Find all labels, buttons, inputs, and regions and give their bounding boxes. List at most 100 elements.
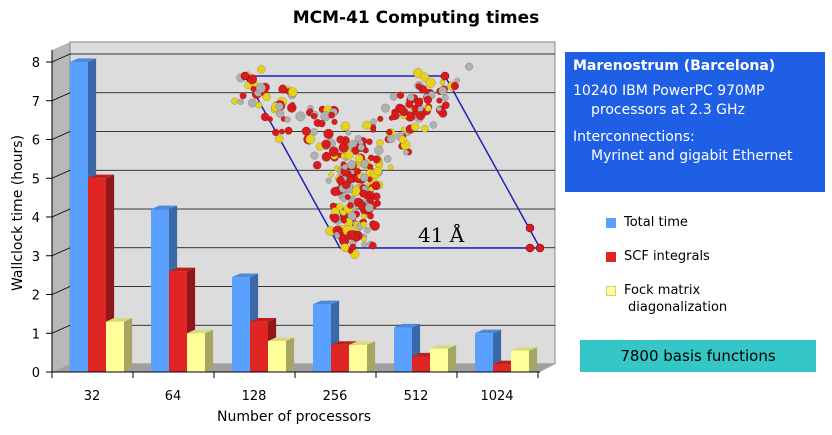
y-tick-label: 3 [32, 250, 40, 265]
atom [368, 241, 377, 250]
bars [70, 58, 538, 373]
atom [407, 93, 415, 102]
atom [346, 229, 357, 240]
atom [323, 128, 334, 140]
atom [340, 243, 350, 253]
processor-speed: processors at 2.3 GHz [591, 102, 745, 118]
atom [398, 104, 407, 113]
bar-side [286, 337, 295, 372]
bar-side [448, 345, 457, 372]
atom [441, 101, 450, 110]
atom [377, 115, 384, 122]
atom [272, 128, 280, 137]
bar-side [205, 329, 214, 372]
bar-front [475, 333, 493, 372]
atom [441, 94, 449, 102]
atom [436, 97, 443, 104]
grid-line-side [51, 286, 71, 295]
bar-side [367, 341, 376, 372]
bar-front [412, 356, 430, 372]
atom [398, 135, 407, 144]
legend-label-fock-line1: Fock matrix [624, 283, 701, 298]
bar-top [331, 341, 358, 345]
atom [364, 203, 374, 213]
y-tick-label: 2 [32, 289, 40, 304]
bar-side [493, 329, 502, 372]
atom [400, 126, 407, 133]
atom [255, 82, 266, 94]
x-tick-label: 32 [84, 389, 101, 404]
atom [318, 119, 326, 128]
x-tick-label: 1024 [480, 389, 513, 404]
atom [386, 128, 393, 136]
interconnections-label: Interconnections: [573, 129, 695, 145]
atom [262, 92, 271, 102]
y-tick-label: 5 [32, 172, 40, 187]
atom [386, 134, 396, 144]
atom [328, 146, 339, 157]
atom [344, 193, 351, 200]
basis-functions-box: 7800 basis functions [580, 340, 816, 372]
atom [381, 103, 391, 113]
bar-front [151, 209, 169, 372]
atom [305, 134, 316, 145]
atom [420, 124, 429, 133]
bar-top [349, 341, 376, 345]
atom [345, 129, 352, 136]
atom [429, 121, 437, 129]
bar-top [232, 273, 259, 278]
atom [344, 150, 354, 160]
atom [438, 86, 448, 95]
atom [295, 111, 306, 122]
bar-front [493, 364, 511, 372]
atom [240, 71, 250, 81]
atom [336, 135, 345, 144]
atom [349, 243, 357, 251]
bar-top [394, 323, 421, 328]
legend-swatch-scf-integrals [606, 252, 616, 262]
atom [525, 223, 535, 233]
grid-line-side [51, 92, 71, 102]
atom [361, 236, 368, 242]
bar-top [475, 329, 502, 334]
atom [301, 126, 311, 136]
atom [436, 105, 442, 112]
atom [275, 109, 285, 119]
legend-label-total-time: Total time [624, 215, 688, 230]
atom [340, 209, 347, 216]
atom [310, 127, 318, 136]
atom [321, 152, 331, 162]
atom [415, 82, 422, 90]
x-tick-label: 512 [404, 389, 429, 404]
bar-front [430, 348, 448, 372]
bar-front [349, 344, 367, 372]
bar-front [268, 341, 286, 372]
atom [411, 104, 419, 112]
annotation-label: 41 Å [418, 222, 465, 247]
y-tick-label: 6 [32, 134, 40, 149]
y-tick-label: 7 [32, 95, 40, 110]
atom [396, 91, 405, 100]
y-tick-label: 4 [32, 211, 40, 226]
atom [403, 149, 410, 156]
molecule-image: 41 Å [231, 62, 545, 259]
atom [278, 128, 285, 135]
atom [361, 213, 368, 220]
bar-top [70, 58, 97, 62]
atom [335, 202, 344, 211]
atom [360, 221, 367, 228]
atom [374, 145, 384, 155]
bar-top [430, 345, 457, 349]
bar [511, 347, 538, 372]
atom [417, 97, 424, 104]
atom [423, 95, 433, 105]
bar-front [88, 178, 106, 372]
bar [268, 337, 295, 372]
atom [372, 155, 381, 164]
grid-line-side [51, 247, 71, 257]
atom [389, 92, 398, 101]
atom [359, 189, 368, 198]
atom [341, 217, 347, 224]
atom [325, 177, 332, 184]
